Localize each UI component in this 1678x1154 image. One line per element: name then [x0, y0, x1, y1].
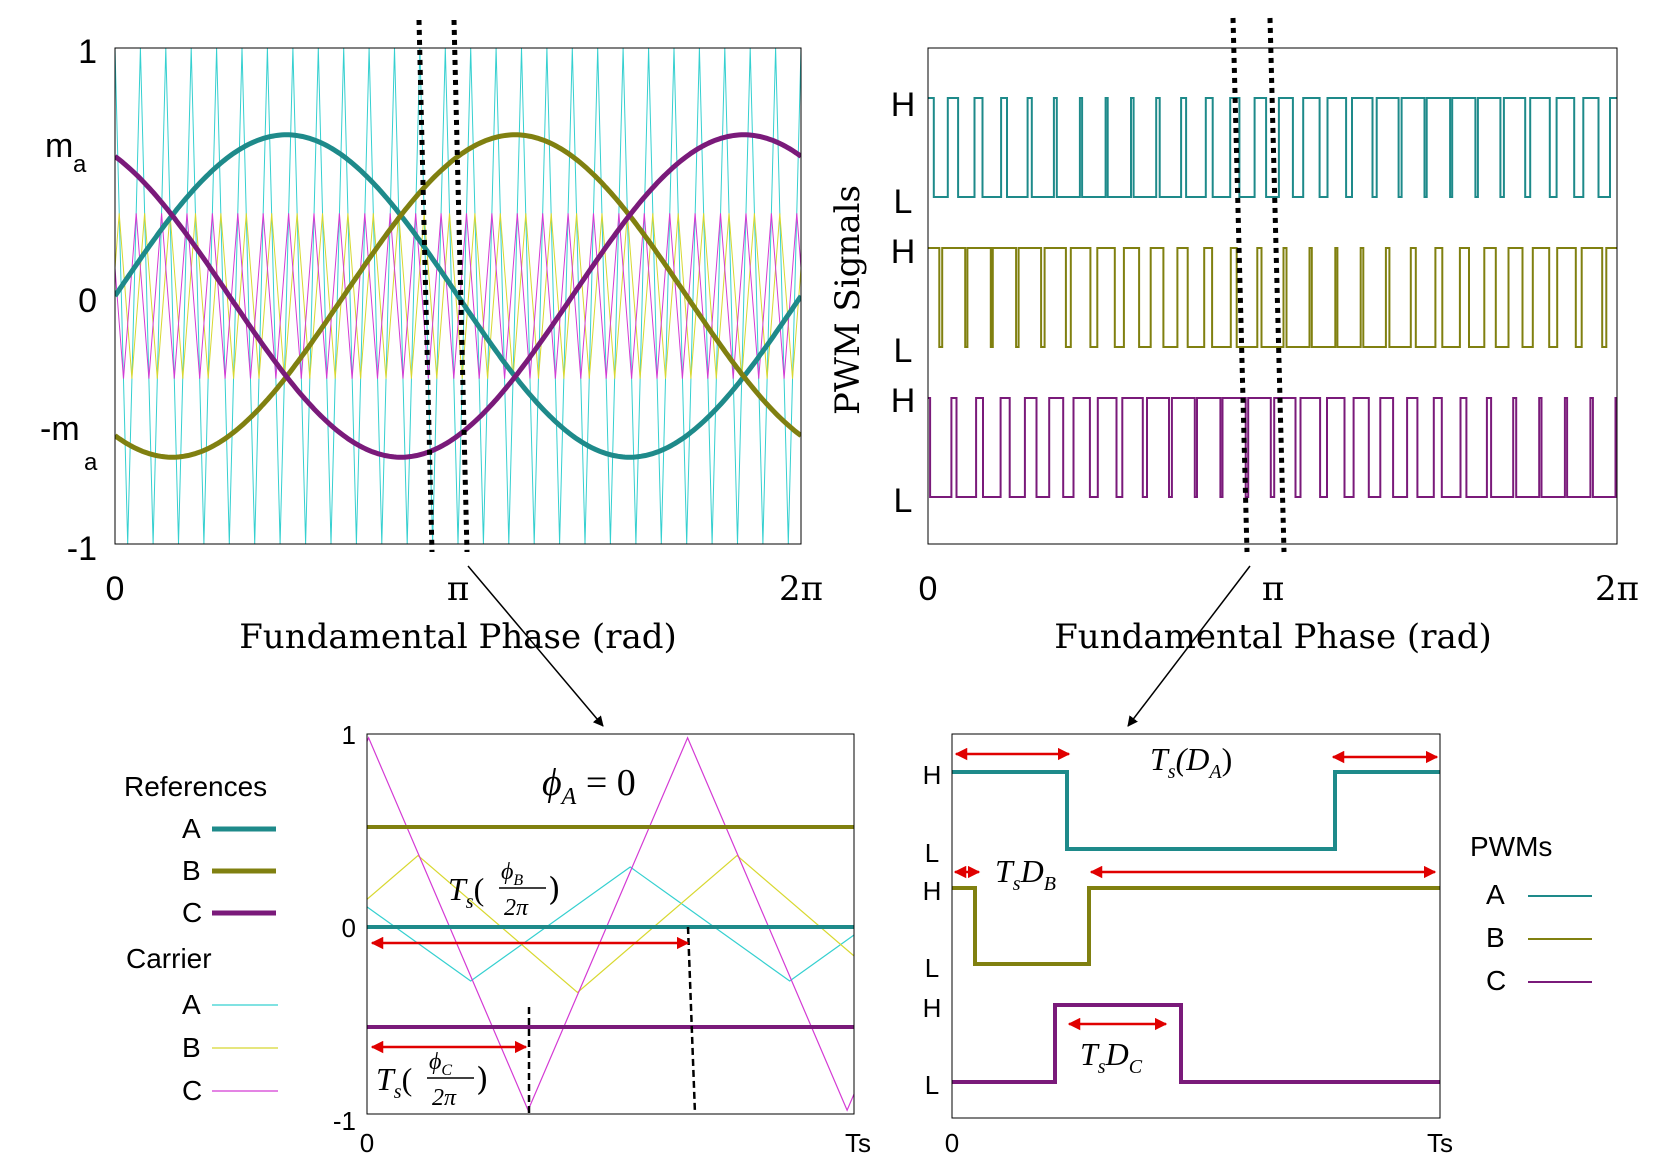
tl-ytick-ma: m [45, 127, 73, 165]
tl-ytick-neg1: -1 [67, 530, 97, 568]
bl-phi-a-label: ϕA = 0 [542, 762, 636, 810]
legend-pwm-a-label: A [1486, 879, 1505, 910]
bottom-right-plot: H L H L H L 0 Ts Ts(DA) TsDB TsDC [923, 734, 1453, 1154]
tl-ytick-neg-ma-sub: a [84, 449, 98, 476]
br-pwm-a [952, 772, 1440, 849]
tr-pwm-b [928, 248, 1617, 347]
tl-ytick-0: 0 [78, 282, 97, 320]
tr-level-h-b: H [891, 233, 916, 271]
tr-xtick-0: 0 [919, 570, 938, 608]
bl-ytick-1: 1 [342, 720, 356, 750]
tl-xtick-0: 0 [106, 570, 125, 608]
legend-ref-c-label: C [182, 897, 202, 928]
bl-ts-phi-c-label: Ts( ϕC 2π ) [376, 1049, 488, 1111]
tr-level-h-c: H [891, 382, 916, 420]
br-frame [952, 734, 1440, 1118]
svg-text:ϕB: ϕB [501, 859, 523, 889]
bl-carrier-a [152, 867, 1268, 981]
br-ts-da-label: Ts(DA) [1150, 741, 1232, 783]
tr-pwm-c [928, 398, 1617, 497]
br-level-l-c: L [925, 1070, 939, 1100]
br-level-h-b: H [923, 876, 942, 906]
legend-ref-b-label: B [182, 855, 201, 886]
br-level-l-a: L [925, 838, 939, 868]
tl-xlabel: Fundamental Phase (rad) [239, 617, 677, 657]
tr-xtick-pi: π [1262, 569, 1284, 609]
svg-text:2π: 2π [504, 895, 529, 921]
bl-ts-phi-b-label: Ts( ϕB 2π ) [448, 859, 560, 921]
br-xtick-ts: Ts [1427, 1128, 1453, 1154]
br-level-h-a: H [923, 760, 942, 790]
tr-level-l-a: L [894, 183, 913, 221]
tl-ytick-neg-ma: -m [40, 410, 80, 448]
tl-xtick-2pi: 2π [779, 569, 823, 609]
svg-text:): ) [476, 1060, 488, 1098]
top-left-plot: 1 m a 0 -m a -1 0 π 2π Fundamental Phase… [40, 20, 826, 657]
legend-pwms: PWMs A B C [1470, 831, 1592, 996]
legend-pwm-b-label: B [1486, 922, 1505, 953]
svg-text:Ts(: Ts( [376, 1061, 412, 1103]
tr-level-h-a: H [891, 86, 916, 124]
legend-pwm-c-label: C [1486, 965, 1506, 996]
bl-dashed-drop-b [688, 927, 695, 1114]
svg-text:): ) [548, 870, 560, 908]
bl-ytick-0: 0 [342, 913, 356, 943]
br-level-h-c: H [923, 993, 942, 1023]
tl-ytick-1: 1 [78, 33, 97, 71]
legend-carrier-b-label: B [182, 1032, 201, 1063]
tr-pwm-traces [928, 98, 1617, 497]
bl-xtick-0: 0 [360, 1128, 374, 1154]
tr-xlabel: Fundamental Phase (rad) [1054, 617, 1492, 657]
legend-carrier: Carrier A B C [126, 943, 278, 1106]
br-pwm-b [952, 888, 1440, 964]
bl-ytick-neg1: -1 [333, 1106, 356, 1136]
tl-carrier-lines [98, 48, 826, 544]
br-ts-dc-label: TsDC [1080, 1036, 1143, 1078]
br-ts-db-label: TsDB [995, 853, 1056, 895]
legend-ref-a-label: A [182, 813, 201, 844]
br-level-l-b: L [925, 953, 939, 983]
legend-carrier-a-label: A [182, 989, 201, 1020]
svg-text:ϕC: ϕC [429, 1049, 452, 1079]
legend-pwms-title: PWMs [1470, 831, 1552, 862]
legend-carrier-title: Carrier [126, 943, 212, 974]
br-xtick-0: 0 [945, 1128, 959, 1154]
tl-xtick-pi: π [447, 569, 469, 609]
svg-text:Ts(: Ts( [448, 871, 484, 913]
legend-references-title: References [124, 771, 267, 802]
bl-xtick-ts: Ts [845, 1128, 871, 1154]
svg-text:2π: 2π [432, 1085, 457, 1111]
legend-carrier-c-label: C [182, 1075, 202, 1106]
tl-carrier-c [98, 213, 809, 378]
legend-references: References A B C [124, 771, 276, 928]
br-pwm-c [952, 1005, 1440, 1082]
top-right-plot: H L H L H L 0 π 2π PWM Signals Fundament… [828, 18, 1639, 657]
tl-ytick-ma-sub: a [73, 151, 87, 178]
tl-carrier-a [115, 48, 826, 544]
tr-level-l-c: L [894, 482, 913, 520]
tr-level-l-b: L [894, 332, 913, 370]
tr-ylabel: PWM Signals [828, 185, 868, 415]
tr-xtick-2pi: 2π [1595, 569, 1639, 609]
